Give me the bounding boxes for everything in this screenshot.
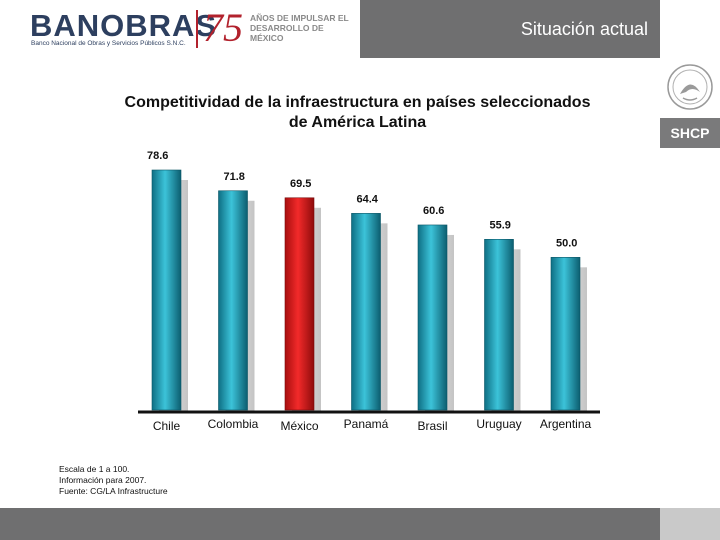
category-label-brasil: Brasil [417, 419, 447, 433]
chart-notes: Escala de 1 a 100. Información para 2007… [59, 464, 168, 497]
note-source: Fuente: CG/LA Infrastructure [59, 486, 168, 496]
category-label-panamá: Panamá [344, 417, 389, 431]
chart-title: Competitividad de la infraestructura en … [124, 94, 591, 131]
category-label-uruguay: Uruguay [476, 417, 521, 431]
value-label-uruguay: 55.9 [490, 219, 511, 231]
note-scale: Escala de 1 a 100. [59, 464, 130, 474]
bar-chart: 78.6 Chile 71.8 Colombia 69.5 México 64.4 Panam… [138, 150, 600, 433]
bar-panamá [351, 213, 381, 411]
logo-subtitle: Banco Nacional de Obras y Servicios Públ… [31, 40, 186, 47]
anniversary-number: 75 [203, 5, 243, 50]
bar-argentina [550, 257, 581, 411]
note-info: Información para 2007. [59, 475, 147, 485]
footer-bar [0, 508, 660, 540]
value-label-méxico: 69.5 [290, 178, 311, 190]
bar-colombia [218, 190, 248, 411]
category-label-colombia: Colombia [208, 417, 259, 431]
category-label-chile: Chile [153, 419, 181, 433]
value-label-chile: 78.6 [147, 150, 168, 162]
bar-chile [151, 169, 182, 411]
bar-méxico [284, 197, 315, 411]
slide-title: Situación actual [520, 19, 648, 39]
shcp-badge: SHCP [660, 118, 720, 148]
logo-area: BANOBRAS Banco Nacional de Obras y Servi… [0, 0, 360, 58]
value-label-argentina: 50.0 [556, 237, 577, 249]
bar-uruguay [484, 239, 514, 411]
logo-divider [196, 10, 198, 48]
category-label-argentina: Argentina [540, 417, 592, 431]
category-label-méxico: México [280, 419, 318, 433]
anniversary-text: AÑOS DE IMPULSAR EL DESARROLLO DE MÉXICO [250, 13, 349, 43]
value-label-colombia: 71.8 [224, 171, 245, 183]
right-sidebar [660, 0, 720, 540]
mexican-coat-of-arms-icon [667, 64, 713, 110]
header-bar: BANOBRAS Banco Nacional de Obras y Servi… [0, 0, 660, 58]
footer-corner [660, 508, 720, 540]
banobras-logo: BANOBRAS [30, 8, 218, 43]
value-label-panamá: 64.4 [357, 193, 379, 205]
bar-brasil [417, 224, 448, 411]
value-label-brasil: 60.6 [423, 205, 444, 217]
